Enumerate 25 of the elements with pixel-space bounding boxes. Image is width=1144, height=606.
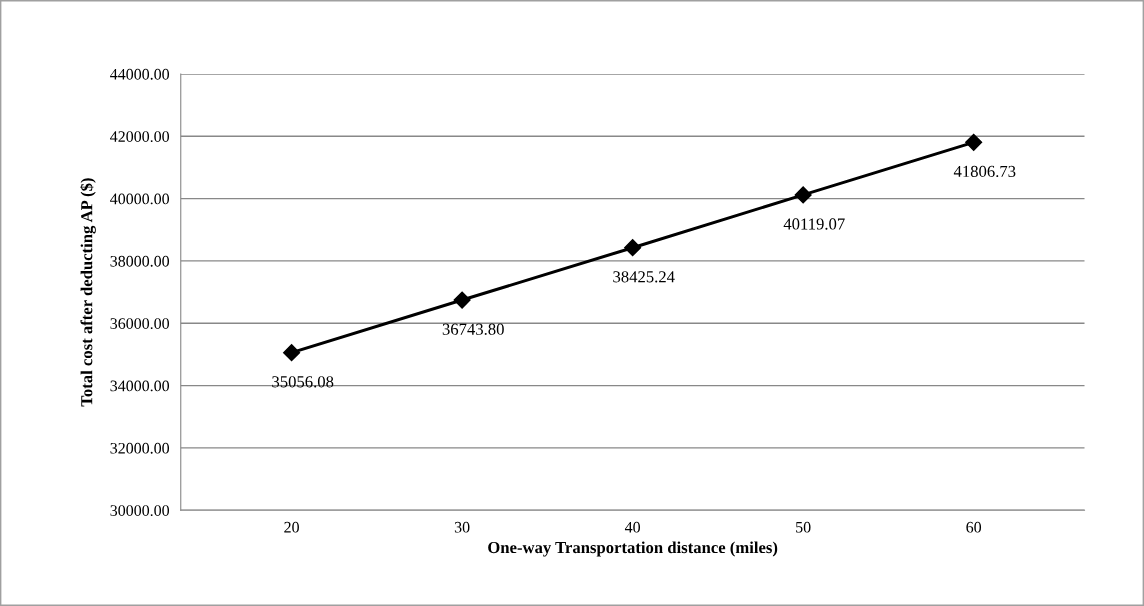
y-tick-label: 42000.00 <box>110 131 170 143</box>
point <box>283 344 301 362</box>
data-label: 36743.80 <box>442 323 504 335</box>
y-axis-title: Total cost after deducting AP ($) <box>80 178 96 407</box>
x-tick-label: 60 <box>966 521 982 533</box>
point <box>453 291 471 309</box>
y-tick-label: 36000.00 <box>110 318 170 330</box>
x-tick-label: 40 <box>624 521 641 533</box>
y-tick-label: 32000.00 <box>110 442 170 454</box>
x-tick-label: 50 <box>796 521 811 533</box>
y-tick-label: 40000.00 <box>110 193 170 205</box>
point <box>624 239 642 257</box>
y-tick-label: 34000.00 <box>110 380 170 392</box>
data-label: 38425.24 <box>613 271 675 283</box>
x-tick-label: 20 <box>284 521 299 533</box>
x-tick-label: 30 <box>454 521 470 533</box>
y-tick-label: 30000.00 <box>110 505 170 517</box>
data-label: 40119.07 <box>783 218 845 230</box>
point <box>794 186 812 204</box>
data-label: 35056.08 <box>272 376 334 388</box>
data-label: 41806.73 <box>953 165 1016 178</box>
y-tick-label: 44000.00 <box>110 68 170 80</box>
point <box>965 133 983 151</box>
x-axis-title: One-way Transportation distance (miles) <box>488 541 778 557</box>
y-tick-label: 38000.00 <box>110 255 170 267</box>
